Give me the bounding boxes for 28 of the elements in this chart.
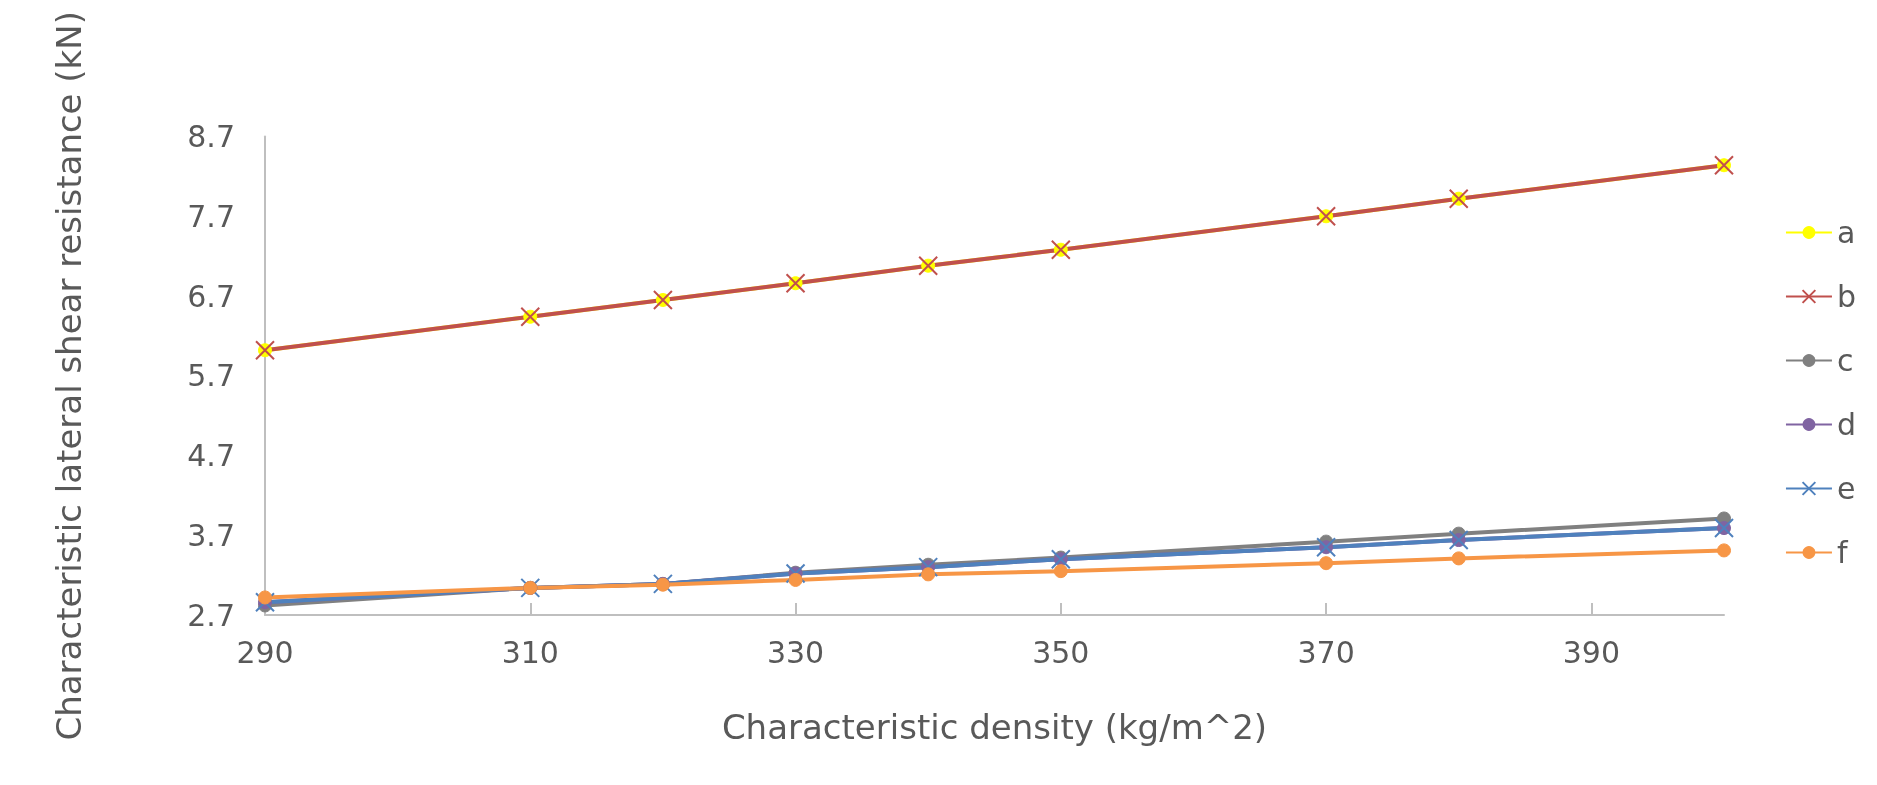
y-tick-label: 8.7 [187, 119, 235, 155]
x-tick-label: 310 [501, 634, 559, 670]
y-tick-label: 2.7 [187, 597, 235, 633]
point [1717, 543, 1731, 558]
y-tick-label: 5.7 [187, 358, 235, 394]
y-tick-label: 4.7 [187, 438, 235, 473]
x-tick-label: 330 [766, 634, 825, 670]
legend-label: e [1836, 471, 1856, 506]
legend-label: d [1836, 407, 1856, 442]
x-tick-label: 370 [1297, 634, 1355, 670]
point [1319, 556, 1334, 571]
x-tick-label: 290 [236, 634, 294, 670]
y-axis-title: Characteristic lateral shear resistance (kN) [49, 11, 89, 741]
legend-label: c [1836, 343, 1854, 378]
point [788, 572, 803, 587]
y-tick-label: 3.7 [187, 517, 235, 553]
x-tick-label: 350 [1032, 634, 1090, 670]
point [1451, 551, 1466, 566]
x-axis-title: Characteristic density (kg/m^2) [721, 707, 1268, 747]
y-tick-label: 7.7 [187, 198, 235, 234]
legend-label: a [1836, 215, 1856, 250]
point [258, 590, 272, 605]
legend-label: f [1836, 535, 1849, 570]
point [1053, 564, 1068, 579]
y-tick-label: 6.7 [187, 278, 235, 314]
point [921, 567, 936, 582]
x-tick-label: 390 [1562, 634, 1620, 670]
legend-label: b [1836, 279, 1856, 314]
